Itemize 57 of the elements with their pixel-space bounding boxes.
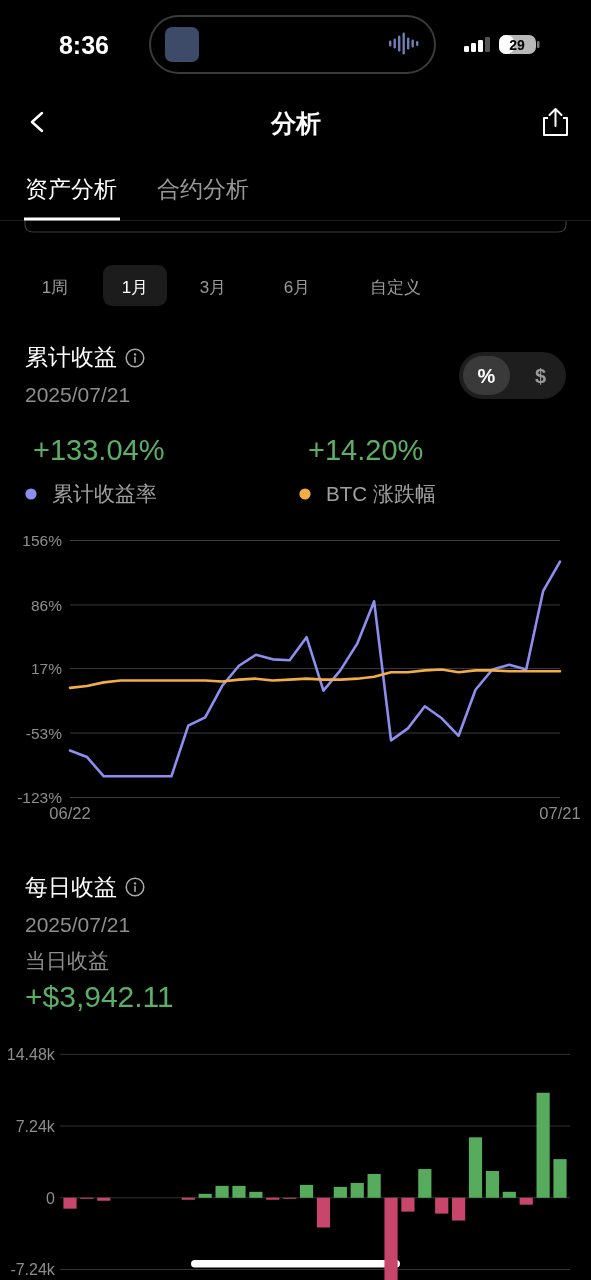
- y-tick-label: 14.48k: [6, 1046, 56, 1064]
- bar: [232, 1185, 246, 1198]
- x-tick-label: 06/22: [49, 804, 91, 822]
- bar: [198, 1193, 212, 1198]
- bar: [384, 1197, 398, 1280]
- bar: [63, 1197, 77, 1209]
- line-series: [68, 668, 562, 690]
- y-tick-label: -7.24k: [10, 1261, 56, 1279]
- y-tick-label: 17%: [30, 660, 63, 678]
- y-tick-label: 7.24k: [15, 1117, 56, 1135]
- text: +14.20%: [308, 434, 424, 466]
- bar: [435, 1197, 449, 1214]
- text: 当日收益: [25, 949, 109, 972]
- text: 1周: [41, 278, 69, 297]
- chart-subtitle: 2025/07/21: [25, 913, 131, 936]
- bar: [553, 1159, 567, 1198]
- text: +$3,942.11: [25, 980, 174, 1013]
- bar: [401, 1197, 415, 1212]
- bar: [333, 1186, 347, 1198]
- bar: [418, 1169, 432, 1198]
- text: 3月: [199, 278, 227, 297]
- y-tick-label: -123%: [17, 789, 63, 807]
- text: 6月: [283, 278, 311, 297]
- bar: [350, 1182, 364, 1198]
- text: +133.04%: [33, 434, 165, 466]
- text: 资产分析: [25, 176, 117, 202]
- bar: [299, 1184, 314, 1198]
- bar: [215, 1185, 229, 1198]
- legend-label: BTC 涨跌幅: [326, 482, 436, 505]
- text: $: [534, 365, 547, 387]
- line-series: [68, 560, 562, 778]
- x-tick-label: 07/21: [539, 804, 581, 822]
- bar: [249, 1191, 263, 1198]
- text: 自定义: [369, 278, 421, 297]
- legend-label: 累计收益率: [52, 482, 157, 505]
- text: 1月: [121, 278, 149, 297]
- bar: [502, 1191, 516, 1198]
- bar: [97, 1197, 111, 1201]
- chart-title: 累计收益: [25, 344, 117, 370]
- bar: [316, 1197, 331, 1228]
- bar: [452, 1197, 466, 1221]
- y-tick-label: 86%: [30, 596, 63, 614]
- y-tick-label: 156%: [22, 532, 63, 550]
- bar: [485, 1171, 499, 1198]
- chart-title: 每日收益: [25, 874, 117, 900]
- text: 8:36: [58, 31, 110, 59]
- text: %: [477, 365, 496, 387]
- bar: [367, 1173, 381, 1198]
- text: 分析: [270, 109, 321, 137]
- bar: [468, 1137, 483, 1198]
- y-tick-label: -53%: [25, 724, 63, 742]
- chart-subtitle: 2025/07/21: [25, 383, 131, 406]
- bar: [519, 1197, 533, 1205]
- text: 29: [509, 37, 525, 53]
- y-tick-label: 0: [45, 1189, 55, 1207]
- text: 合约分析: [157, 176, 249, 202]
- bar: [536, 1092, 550, 1198]
